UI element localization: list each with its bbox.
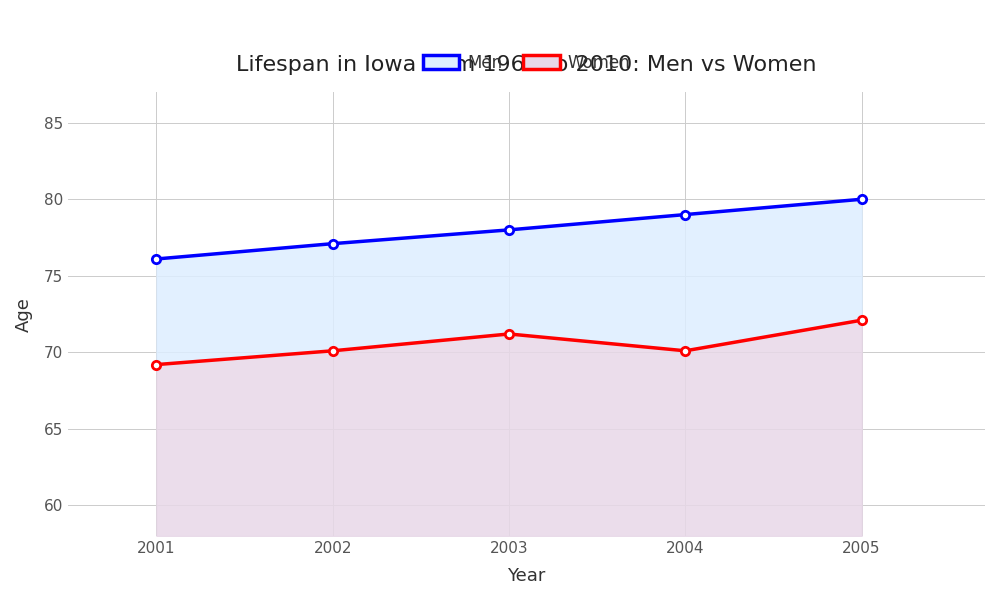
- X-axis label: Year: Year: [507, 567, 546, 585]
- Y-axis label: Age: Age: [15, 296, 33, 332]
- Men: [327, 240, 339, 247]
- Men: [856, 196, 868, 203]
- Legend: Men, Women: Men, Women: [416, 47, 637, 79]
- Women: [679, 347, 691, 355]
- Men: [679, 211, 691, 218]
- Men: [150, 256, 162, 263]
- Line: Women: Women: [152, 316, 866, 369]
- Line: Men: Men: [152, 195, 866, 263]
- Men: [503, 226, 515, 233]
- Title: Lifespan in Iowa from 1961 to 2010: Men vs Women: Lifespan in Iowa from 1961 to 2010: Men …: [236, 55, 817, 75]
- Women: [503, 331, 515, 338]
- Women: [327, 347, 339, 355]
- Women: [856, 317, 868, 324]
- Women: [150, 361, 162, 368]
